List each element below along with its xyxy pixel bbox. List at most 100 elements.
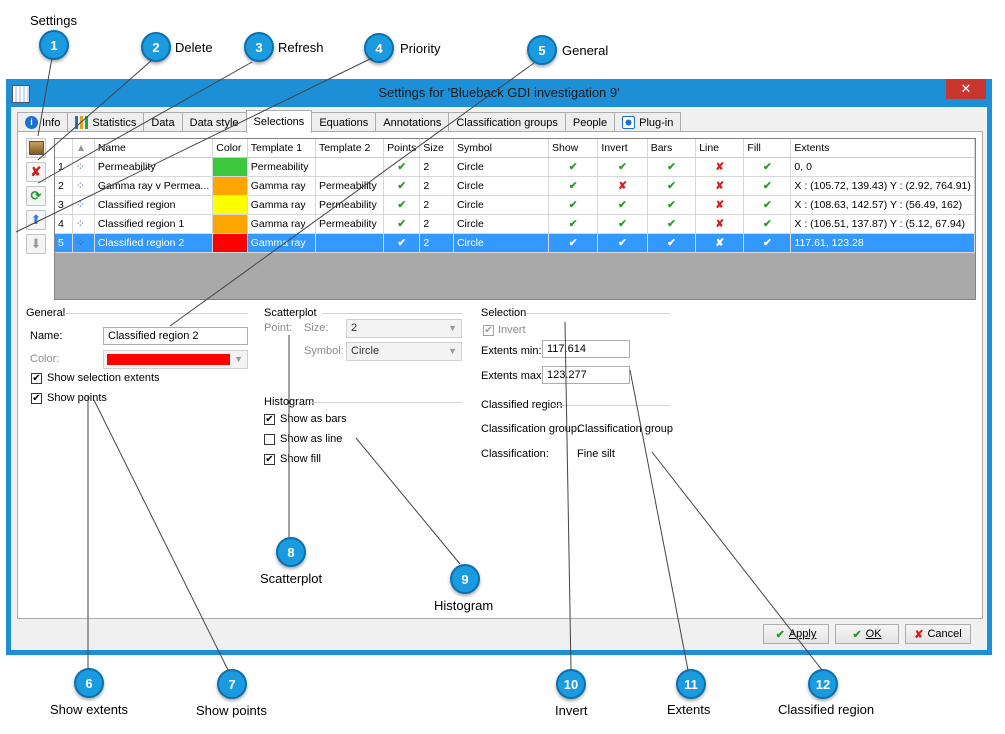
invert-cell[interactable]: ✔ [597,195,648,215]
template2-cell[interactable]: Permeability [315,195,385,215]
column-header-fill[interactable]: Fill [743,139,792,158]
column-header-color[interactable]: Color [212,139,248,158]
extents-cell[interactable]: X : (108.63, 142.57) Y : (56.49, 162) [790,195,975,215]
template1-cell[interactable]: Gamma ray [247,176,316,196]
line-cell[interactable]: ✘ [695,176,745,196]
extents-max-input[interactable]: 123.277 [542,366,630,384]
column-header-template2[interactable]: Template 2 [315,139,385,158]
show-cell[interactable]: ✔ [548,233,599,253]
extents-cell[interactable]: 117.61, 123.28 [790,233,975,253]
column-header-points[interactable]: Points [383,139,421,158]
invert-cell[interactable]: ✘ [597,176,648,196]
cancel-button[interactable]: ✘ Cancel [905,624,971,644]
row-number-cell[interactable]: 2 [55,176,73,196]
color-cell[interactable] [212,176,248,196]
tab-data[interactable]: Data [143,112,183,132]
tab-people[interactable]: People [564,112,616,132]
color-cell[interactable] [212,157,248,177]
symbol-cell[interactable]: Circle [453,195,550,215]
move-down-button[interactable]: ⬇ [26,234,46,254]
table-row[interactable]: 1 ⁘ Permeability Permeability ✔ 2 Circle ✔ ✔ ✔ ✘ ✔ 0… [55,157,975,177]
column-header-invert[interactable]: Invert [597,139,648,158]
sort-icon[interactable]: ▲ [72,139,95,158]
ok-button[interactable]: ✔ OK [835,624,899,644]
column-header-extents[interactable]: Extents [790,139,975,158]
fill-cell[interactable]: ✔ [743,157,792,177]
invert-cell[interactable]: ✔ [597,157,648,177]
show-cell[interactable]: ✔ [548,176,599,196]
symbol-cell[interactable]: Circle [453,233,550,253]
points-cell[interactable]: ✔ [383,214,421,234]
delete-button[interactable]: ✘ [26,162,46,182]
bars-cell[interactable]: ✔ [647,233,697,253]
invert-cell[interactable]: ✔ [597,233,648,253]
color-cell[interactable] [212,233,248,253]
size-cell[interactable]: 2 [419,157,454,177]
color-picker[interactable]: ▼ [103,350,248,369]
tab-equations[interactable]: Equations [311,112,377,132]
points-cell[interactable]: ✔ [383,233,421,253]
show-as-bars-checkbox[interactable]: ✔ [264,414,275,425]
fill-cell[interactable]: ✔ [743,233,792,253]
fill-cell[interactable]: ✔ [743,176,792,196]
symbol-cell[interactable]: Circle [453,176,550,196]
table-row[interactable]: 5 ⁘ Classified region 2 Gamma ray ✔ 2 Circle ✔ ✔… [55,233,975,253]
name-cell[interactable]: Classified region 1 [94,214,214,234]
invert-cell[interactable]: ✔ [597,214,648,234]
show-extents-checkbox[interactable]: ✔ [31,373,42,384]
bars-cell[interactable]: ✔ [647,195,697,215]
bars-cell[interactable]: ✔ [647,176,697,196]
show-as-line-checkbox[interactable] [264,434,275,445]
color-cell[interactable] [212,195,248,215]
tab-data-style[interactable]: Data style [181,112,247,132]
points-cell[interactable]: ✔ [383,157,421,177]
column-header-show[interactable]: Show [548,139,599,158]
points-cell[interactable]: ✔ [383,195,421,215]
row-number-cell[interactable]: 5 [55,233,73,253]
bars-cell[interactable]: ✔ [647,157,697,177]
size-cell[interactable]: 2 [419,214,454,234]
column-header-size[interactable]: Size [419,139,454,158]
extents-cell[interactable]: X : (106.51, 137.87) Y : (5.12, 67.94) [790,214,975,234]
symbol-cell[interactable]: Circle [453,214,550,234]
apply-button[interactable]: ✔ Apply [763,624,829,644]
template2-cell[interactable]: Permeability [315,176,385,196]
template2-cell[interactable] [315,157,385,177]
tab-annotations[interactable]: Annotations [375,112,450,132]
show-cell[interactable]: ✔ [548,157,599,177]
line-cell[interactable]: ✘ [695,157,745,177]
extents-min-input[interactable]: 117.614 [542,340,630,358]
name-input[interactable]: Classified region 2 [103,327,248,345]
tab-statistics[interactable]: Statistics [67,112,145,132]
size-cell[interactable]: 2 [419,233,454,253]
column-header-name[interactable]: Name [94,139,214,158]
column-header-symbol[interactable]: Symbol [453,139,550,158]
show-cell[interactable]: ✔ [548,214,599,234]
tab-info[interactable]: i Info [17,112,69,132]
extents-cell[interactable]: 0, 0 [790,157,975,177]
refresh-button[interactable]: ⟳ [26,186,46,206]
fill-cell[interactable]: ✔ [743,214,792,234]
size-select[interactable]: 2 ▼ [346,319,462,338]
invert-checkbox[interactable]: ✔ [483,325,494,336]
show-fill-checkbox[interactable]: ✔ [264,454,275,465]
tab-classification-groups[interactable]: Classification groups [448,112,566,132]
column-header-line[interactable]: Line [695,139,745,158]
template1-cell[interactable]: Gamma ray [247,233,316,253]
move-up-button[interactable]: ⬆ [26,210,46,230]
size-cell[interactable]: 2 [419,195,454,215]
fill-cell[interactable]: ✔ [743,195,792,215]
line-cell[interactable]: ✘ [695,195,745,215]
column-header-rownum[interactable] [55,139,73,158]
size-cell[interactable]: 2 [419,176,454,196]
show-cell[interactable]: ✔ [548,195,599,215]
line-cell[interactable]: ✘ [695,214,745,234]
template1-cell[interactable]: Gamma ray [247,195,316,215]
column-header-template1[interactable]: Template 1 [247,139,316,158]
name-cell[interactable]: Permeability [94,157,214,177]
name-cell[interactable]: Classified region 2 [94,233,214,253]
template1-cell[interactable]: Permeability [247,157,316,177]
show-points-checkbox[interactable]: ✔ [31,393,42,404]
tab-plug-in[interactable]: Plug-in [614,112,682,132]
row-number-cell[interactable]: 1 [55,157,73,177]
